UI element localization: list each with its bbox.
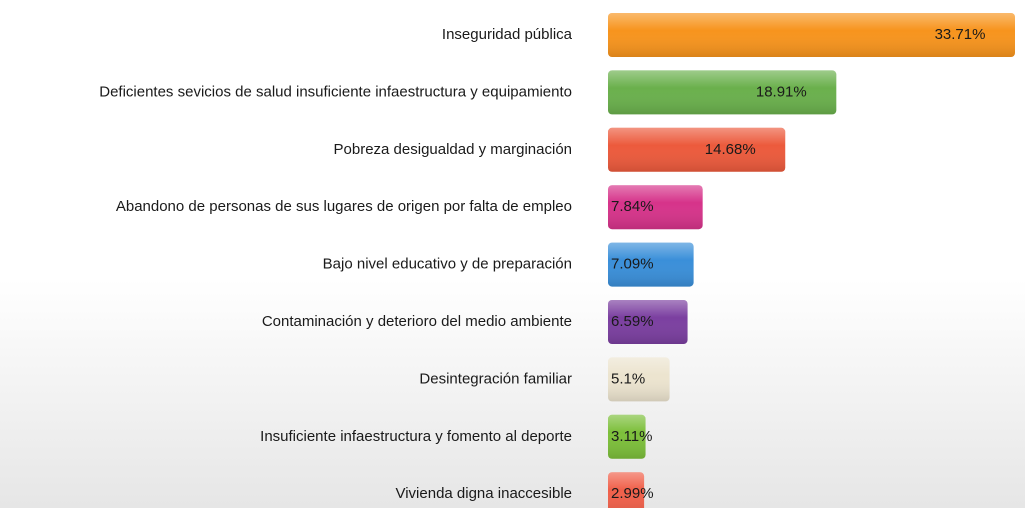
value-label: 2.99% xyxy=(611,485,654,502)
category-label: Inseguridad pública xyxy=(442,26,573,43)
bar-shine xyxy=(608,185,703,230)
value-label: 7.09% xyxy=(611,256,654,273)
bar-shine xyxy=(608,300,688,344)
bar-shine xyxy=(608,70,837,115)
bar-shine xyxy=(608,357,670,402)
value-label: 3.11% xyxy=(611,428,652,445)
bar-shine xyxy=(608,472,645,508)
value-label: 18.91% xyxy=(756,83,807,100)
category-label: Contaminación y deterioro del medio ambi… xyxy=(262,313,572,330)
category-label: Vivienda digna inaccesible xyxy=(395,485,572,502)
bar-shine xyxy=(608,127,786,172)
value-label: 6.59% xyxy=(611,313,654,330)
value-label: 7.84% xyxy=(611,198,654,215)
bar-shine xyxy=(608,13,1015,57)
bar-shine xyxy=(608,414,646,459)
category-label: Deficientes sevicios de salud insuficien… xyxy=(99,83,572,100)
category-label: Desintegración familiar xyxy=(419,370,572,387)
bar-shine xyxy=(608,242,694,287)
value-label: 14.68% xyxy=(705,141,756,158)
category-label: Insuficiente infaestructura y fomento al… xyxy=(260,428,572,445)
category-label: Abandono de personas de sus lugares de o… xyxy=(116,198,572,215)
value-label: 5.1% xyxy=(611,370,645,387)
category-label: Pobreza desigualdad y marginación xyxy=(334,141,572,158)
category-label: Bajo nivel educativo y de preparación xyxy=(323,256,572,273)
value-label: 33.71% xyxy=(935,26,986,43)
